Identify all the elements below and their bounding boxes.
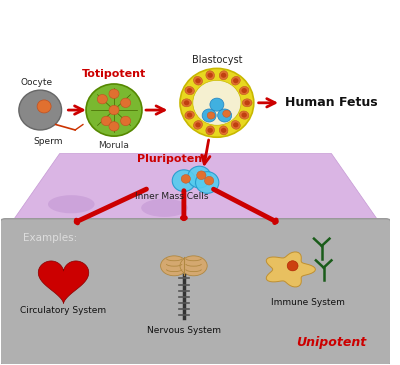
Ellipse shape [185, 87, 194, 95]
FancyBboxPatch shape [1, 1, 390, 226]
Circle shape [187, 112, 192, 118]
Circle shape [204, 176, 214, 185]
Ellipse shape [231, 76, 240, 85]
Circle shape [242, 112, 247, 118]
Circle shape [184, 100, 189, 105]
Ellipse shape [194, 76, 202, 85]
Circle shape [223, 110, 230, 117]
Point [73, 128, 78, 132]
Circle shape [180, 68, 254, 137]
Circle shape [233, 78, 238, 83]
Point [80, 122, 85, 127]
Circle shape [109, 122, 119, 131]
Circle shape [97, 95, 107, 104]
Ellipse shape [219, 126, 228, 135]
Circle shape [188, 166, 211, 188]
Circle shape [86, 84, 142, 136]
Text: Sperm: Sperm [33, 137, 63, 146]
Text: Unipotent: Unipotent [296, 336, 366, 349]
Text: Totipotent: Totipotent [82, 69, 146, 79]
Circle shape [244, 100, 250, 105]
Ellipse shape [240, 111, 249, 119]
Text: Inner Mass Cells: Inner Mass Cells [136, 192, 209, 200]
Ellipse shape [231, 120, 240, 129]
Point [53, 122, 58, 127]
Ellipse shape [242, 99, 252, 107]
Circle shape [221, 73, 226, 78]
Ellipse shape [206, 126, 214, 135]
Circle shape [197, 171, 206, 180]
Text: Nervous System: Nervous System [147, 326, 221, 335]
FancyBboxPatch shape [0, 219, 392, 365]
Circle shape [120, 98, 131, 108]
Text: Examples:: Examples: [23, 233, 77, 243]
Circle shape [221, 128, 226, 133]
Circle shape [210, 98, 224, 111]
Text: Immune System: Immune System [271, 299, 345, 307]
Ellipse shape [141, 199, 188, 217]
Circle shape [37, 100, 51, 113]
Circle shape [208, 73, 213, 78]
Circle shape [193, 80, 241, 125]
Ellipse shape [160, 256, 188, 276]
Ellipse shape [194, 120, 202, 129]
Ellipse shape [206, 71, 214, 80]
Ellipse shape [219, 71, 228, 80]
Circle shape [181, 174, 190, 183]
Text: Morula: Morula [98, 141, 130, 150]
Circle shape [207, 112, 215, 119]
Text: Human Fetus: Human Fetus [285, 96, 378, 109]
Ellipse shape [240, 87, 249, 95]
Circle shape [242, 88, 247, 93]
Polygon shape [38, 261, 89, 304]
Polygon shape [9, 154, 382, 226]
Circle shape [208, 128, 213, 133]
Ellipse shape [185, 111, 194, 119]
Ellipse shape [182, 99, 192, 107]
Circle shape [218, 109, 232, 122]
Circle shape [172, 170, 196, 192]
Text: Oocyte: Oocyte [20, 77, 52, 87]
Circle shape [195, 78, 201, 83]
Circle shape [196, 172, 219, 193]
Text: Blastocyst: Blastocyst [192, 55, 242, 65]
Line: 2 pts: 2 pts [75, 124, 83, 130]
Circle shape [202, 109, 216, 122]
Circle shape [287, 261, 298, 271]
Ellipse shape [48, 195, 94, 213]
Circle shape [109, 105, 119, 115]
Circle shape [195, 122, 201, 127]
Circle shape [120, 116, 131, 126]
Circle shape [109, 89, 119, 99]
Line: 2 pts: 2 pts [56, 124, 75, 130]
Circle shape [233, 122, 238, 127]
Text: Pluripotent: Pluripotent [137, 154, 208, 164]
Circle shape [19, 90, 62, 130]
Point [73, 128, 78, 132]
Ellipse shape [180, 256, 207, 276]
Circle shape [101, 116, 111, 126]
Circle shape [187, 88, 192, 93]
Text: Circulatory System: Circulatory System [20, 306, 106, 315]
Polygon shape [266, 252, 316, 287]
